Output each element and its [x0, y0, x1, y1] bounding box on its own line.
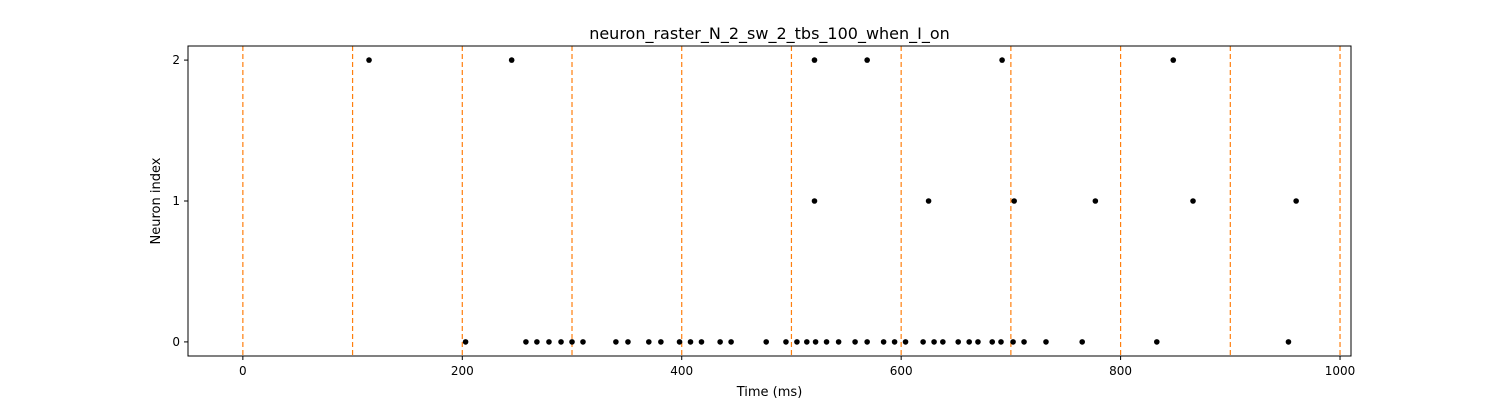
spike-point — [1285, 339, 1292, 345]
spike-point — [891, 339, 898, 345]
spike-point — [823, 339, 830, 345]
spike-point — [931, 339, 937, 345]
spike-point — [763, 339, 770, 345]
spike-point-group — [366, 57, 1299, 345]
spike-point — [1079, 339, 1085, 345]
spike-point — [658, 339, 664, 345]
spike-point — [523, 339, 529, 345]
spike-point — [920, 339, 926, 345]
spike-point — [999, 57, 1005, 63]
spike-point — [558, 339, 564, 345]
spike-point — [925, 198, 932, 204]
spike-point — [1021, 339, 1027, 345]
spike-point — [508, 57, 515, 63]
spike-point — [864, 339, 870, 345]
x-axis-ticks: 0 200 400 600 800 1000 — [239, 356, 1355, 378]
spike-point — [462, 339, 469, 345]
spike-point — [687, 339, 694, 345]
spike-point — [1293, 198, 1299, 204]
spike-point — [880, 339, 887, 345]
spike-point — [625, 339, 631, 345]
spike-point — [835, 339, 842, 345]
x-tick-label: 400 — [670, 364, 693, 378]
vertical-marker-group — [242, 46, 1341, 356]
spike-point — [998, 339, 1004, 345]
spike-point — [852, 339, 858, 345]
y-tick-label: 1 — [172, 194, 180, 208]
spike-point — [1092, 198, 1099, 204]
spike-point — [580, 339, 586, 345]
spike-point — [646, 339, 652, 345]
spike-point — [783, 339, 789, 345]
spike-point — [940, 339, 946, 345]
spike-point — [989, 339, 996, 345]
spike-point — [569, 339, 575, 345]
spike-point — [811, 57, 818, 63]
y-tick-label: 2 — [172, 53, 180, 67]
x-tick-label: 600 — [890, 364, 913, 378]
chart-title: neuron_raster_N_2_sw_2_tbs_100_when_I_on — [589, 24, 950, 44]
spike-point — [366, 57, 372, 63]
spike-point — [728, 339, 734, 345]
plot-area-frame — [187, 45, 1352, 357]
x-tick-label: 1000 — [1325, 364, 1356, 378]
x-tick-label: 800 — [1109, 364, 1132, 378]
spike-point — [1154, 339, 1160, 345]
spike-point — [676, 339, 683, 345]
spike-point — [955, 339, 962, 345]
spike-point — [698, 339, 705, 345]
x-tick-label: 0 — [239, 364, 247, 378]
spike-point — [812, 339, 819, 345]
x-tick-label: 200 — [451, 364, 474, 378]
spike-point — [534, 339, 540, 345]
spike-point — [794, 339, 800, 345]
spike-point — [804, 339, 810, 345]
spike-point — [1043, 339, 1049, 345]
spike-point — [975, 339, 981, 345]
spike-point — [811, 198, 818, 204]
spike-point — [717, 339, 723, 345]
spike-point — [1010, 339, 1016, 345]
spike-point — [966, 339, 972, 345]
x-axis-label: Time (ms) — [736, 385, 803, 400]
spike-point — [902, 339, 909, 345]
spike-point — [613, 339, 619, 345]
spike-point — [1011, 198, 1017, 204]
spike-point — [864, 57, 870, 63]
spike-point — [546, 339, 552, 345]
y-tick-label: 0 — [172, 335, 180, 349]
spike-point — [1190, 198, 1196, 204]
spike-point — [1170, 57, 1177, 63]
y-axis-ticks: 0 1 2 — [172, 53, 188, 349]
y-axis-label: Neuron index — [149, 157, 164, 244]
